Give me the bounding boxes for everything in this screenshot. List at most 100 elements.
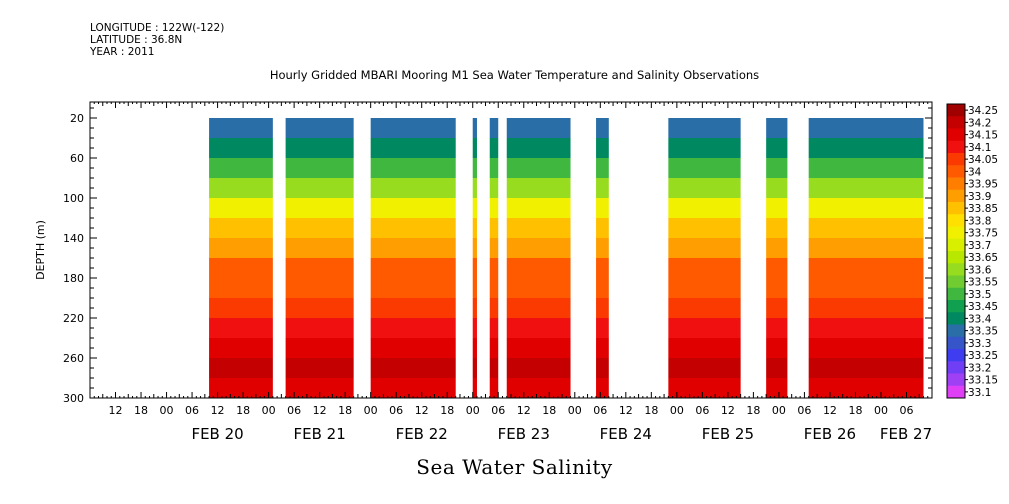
latitude-label: LATITUDE : 36.8N (90, 34, 183, 46)
colorbar-swatch (947, 214, 965, 227)
x-hour-label: 12 (109, 404, 123, 417)
colorbar-label: 34.15 (968, 130, 998, 142)
y-tick-label: 60 (70, 152, 84, 165)
colorbar-label: 33.3 (968, 338, 991, 350)
colorbar-label: 33.95 (968, 179, 998, 191)
colorbar-label: 34.25 (968, 105, 998, 117)
colorbar-label: 33.2 (968, 362, 991, 374)
x-hour-label: 06 (593, 404, 607, 417)
x-hour-label: 18 (338, 404, 352, 417)
x-day-label: FEB 27 (880, 425, 932, 443)
x-hour-label: 18 (134, 404, 148, 417)
x-hour-label: 18 (746, 404, 760, 417)
data-segment (668, 118, 741, 398)
data-segment (808, 118, 924, 398)
x-hour-label: 06 (491, 404, 505, 417)
colorbar-swatch (947, 165, 965, 178)
x-hour-label: 06 (185, 404, 199, 417)
x-hour-label: 06 (899, 404, 913, 417)
x-hour-label: 00 (568, 404, 582, 417)
x-hour-label: 00 (160, 404, 174, 417)
data-segment (596, 118, 609, 398)
colorbar-label: 33.4 (968, 313, 992, 325)
x-hour-label: 00 (262, 404, 276, 417)
colorbar-label: 33.75 (968, 228, 998, 240)
colorbar-swatch (947, 312, 965, 325)
x-hour-label: 00 (364, 404, 378, 417)
colorbar-label: 33.55 (968, 277, 998, 289)
x-day-label: FEB 26 (804, 425, 856, 443)
x-hour-label: 00 (772, 404, 786, 417)
x-hour-label: 12 (619, 404, 633, 417)
colorbar-label: 34.2 (968, 117, 991, 129)
colorbar-swatch (947, 104, 965, 117)
colorbar-swatch (947, 385, 965, 399)
x-hour-label: 18 (848, 404, 862, 417)
data-segment (506, 118, 571, 398)
colorbar-swatch (947, 251, 965, 264)
x-hour-label: 12 (823, 404, 837, 417)
colorbar-label: 33.1 (968, 387, 991, 399)
y-tick-label: 260 (63, 352, 84, 365)
variable-title: Sea Water Salinity (416, 455, 613, 479)
colorbar-label: 33.6 (968, 264, 992, 276)
colorbar-swatch (947, 275, 965, 289)
colorbar-border (946, 103, 966, 399)
colorbar-label: 34.1 (968, 142, 991, 154)
y-tick-label: 300 (63, 392, 84, 405)
colorbar-label: 33.15 (968, 375, 998, 387)
y-tick-label: 180 (63, 272, 84, 285)
colorbar-swatch (947, 128, 965, 142)
x-day-label: FEB 21 (294, 425, 346, 443)
data-segment (766, 118, 788, 398)
data-segment (285, 118, 354, 398)
colorbar-label: 33.9 (968, 191, 991, 203)
colorbar-label: 33.45 (968, 301, 998, 313)
colorbar-swatch (947, 287, 965, 301)
x-axis: 12 18 00 06 12 18 00 06 12 18 00 06 12 18 00 06 12 18 00 06… (89, 102, 933, 443)
longitude-label: LONGITUDE : 122W(-122) (90, 22, 225, 34)
colorbar-swatch (947, 116, 965, 129)
colorbar-swatch (947, 349, 965, 362)
colorbar-swatch (947, 324, 965, 338)
colorbar-swatch (947, 238, 965, 252)
x-hour-label: 00 (874, 404, 888, 417)
x-hour-label: 06 (695, 404, 709, 417)
y-axis-label: DEPTH (m) (34, 220, 47, 280)
colorbar-swatch (947, 373, 965, 387)
x-hour-label: 12 (313, 404, 327, 417)
y-axis: 20 60 100 140 180 220 260 300 DEPTH (m) (34, 107, 932, 405)
colorbar-swatch (947, 300, 965, 313)
colorbar-label: 33.85 (968, 203, 998, 215)
y-tick-label: 100 (63, 192, 84, 205)
x-hour-label: 12 (721, 404, 735, 417)
colorbar-swatch (947, 140, 965, 154)
colorbar-label: 33.65 (968, 252, 998, 264)
x-hour-label: 18 (236, 404, 250, 417)
y-tick-label: 20 (70, 112, 84, 125)
data-segment (209, 118, 273, 398)
x-hour-label: 18 (542, 404, 556, 417)
colorbar-label: 33.7 (968, 240, 991, 252)
colorbar-label: 33.35 (968, 326, 998, 338)
x-day-label: FEB 23 (498, 425, 550, 443)
colorbar-swatch (947, 202, 965, 215)
colorbar-label: 34.05 (968, 154, 998, 166)
x-day-label: FEB 22 (396, 425, 448, 443)
y-tick-label: 220 (63, 312, 84, 325)
year-label: YEAR : 2011 (90, 46, 155, 58)
colorbar-swatch (947, 226, 965, 240)
x-hour-label: 00 (670, 404, 684, 417)
colorbar-label: 34 (968, 166, 982, 178)
header-info: LONGITUDE : 122W(-122) LATITUDE : 36.8N … (90, 22, 224, 58)
colorbar-label: 33.5 (968, 289, 991, 301)
data-segment (370, 118, 456, 398)
x-hour-label: 12 (517, 404, 531, 417)
x-day-label: FEB 24 (600, 425, 652, 443)
colorbar-swatch (947, 177, 965, 191)
x-day-label: FEB 20 (191, 425, 243, 443)
x-hour-label: 18 (644, 404, 658, 417)
colorbar-swatch (947, 153, 965, 166)
x-hour-label: 06 (389, 404, 403, 417)
